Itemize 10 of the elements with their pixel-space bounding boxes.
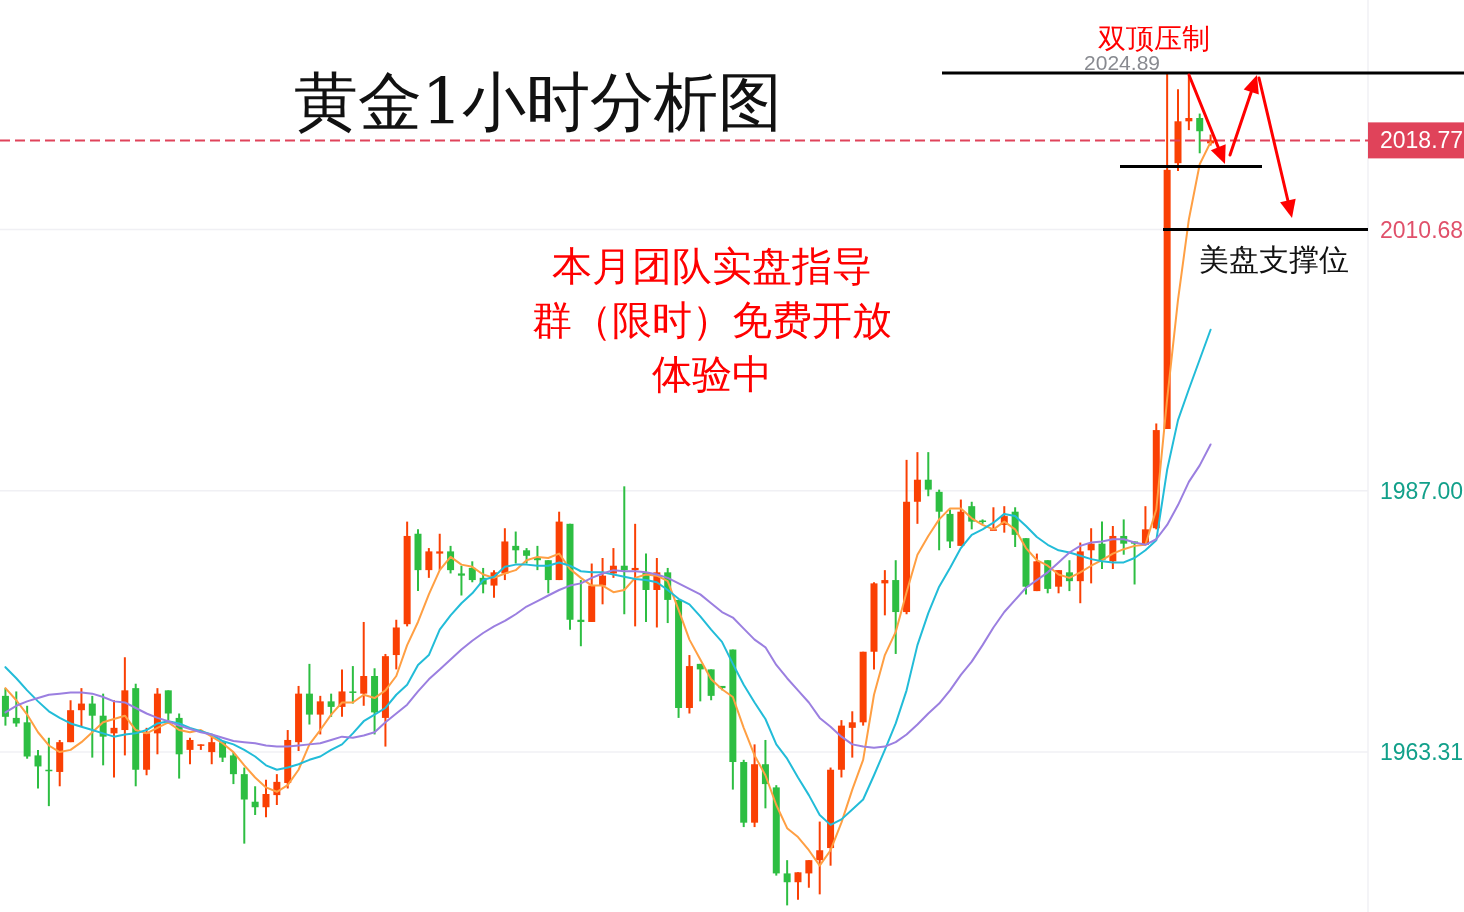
ref-line-label: 2018.77 <box>1380 127 1464 154</box>
y-tick-label: 1963.31 <box>1380 738 1464 765</box>
annotation: 群（限时）免费开放 <box>532 297 892 343</box>
annotation: 美盘支撑位 <box>1199 242 1349 277</box>
y-tick-label: 1987.00 <box>1380 477 1464 504</box>
annotation: 本月团队实盘指导 <box>552 243 872 289</box>
annotation: 双顶压制 <box>1098 22 1210 55</box>
annotation: 体验中 <box>652 351 772 397</box>
y-tick-label: 2010.68 <box>1380 216 1464 243</box>
text: 黄金1小时分析图 <box>293 65 783 139</box>
